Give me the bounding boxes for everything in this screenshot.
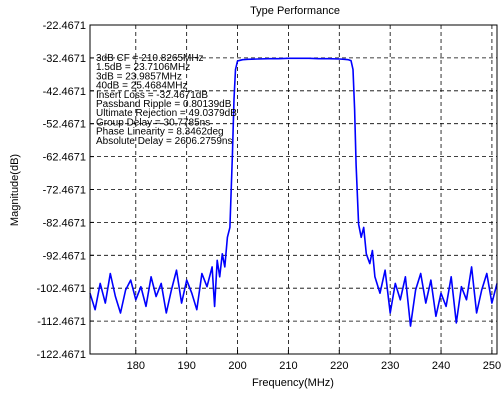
x-tick-label: 190 (177, 360, 195, 372)
x-tick-label: 180 (127, 360, 145, 372)
y-tick-label: -92.4671 (43, 250, 86, 262)
x-axis-label: Frequency(MHz) (252, 377, 334, 389)
series-layer (89, 57, 498, 327)
y-tick-label: -32.4671 (43, 53, 86, 65)
x-tick-label: 250 (483, 360, 501, 372)
y-tick-label: -52.4671 (43, 119, 86, 131)
x-tick-label: 200 (228, 360, 246, 372)
annotation-text: Insert Loss = -32.4671dB (96, 90, 208, 101)
annotation-text: 3dB CF = 210.8265MHz (96, 53, 204, 64)
ticks: 180 190 200 210 220 230 240 250 -22.4671 -32.4671… (36, 20, 501, 372)
series-line (89, 57, 498, 327)
annotation-text: Ultimate Rejection = 49.0379dB (96, 108, 237, 119)
y-tick-label: -102.4671 (36, 283, 86, 295)
y-tick-label: -42.4671 (43, 86, 86, 98)
chart-title: Type Performance (250, 5, 340, 17)
y-tick-label: -62.4671 (43, 152, 86, 164)
y-tick-label: -122.4671 (36, 349, 86, 361)
x-tick-label: 210 (279, 360, 297, 372)
y-tick-label: -22.4671 (43, 20, 86, 32)
annotation-text: Passband Ripple = 0.80139dB (96, 99, 232, 110)
x-tick-label: 220 (330, 360, 348, 372)
y-axis-label: Magnitude(dB) (9, 154, 21, 226)
y-tick-label: -82.4671 (43, 217, 86, 229)
annotation-text: 40dB = 25.4684MHz (96, 81, 187, 92)
grid (90, 24, 497, 355)
annotation-text: 1.5dB = 23.7106MHz (96, 62, 190, 73)
x-tick-label: 240 (432, 360, 450, 372)
annotation-text: Absolute Delay = 2606.2759ns (96, 136, 233, 147)
annotation-text: Group Delay = 30.7785ns (96, 117, 210, 128)
annotation-text: Phase Linearity = 8.3462deg (96, 127, 224, 138)
y-tick-label: -112.4671 (37, 316, 86, 328)
annotation-text: 3dB = 23.9857MHz (96, 71, 182, 82)
x-tick-label: 230 (381, 360, 399, 372)
y-tick-label: -72.4671 (43, 185, 86, 197)
